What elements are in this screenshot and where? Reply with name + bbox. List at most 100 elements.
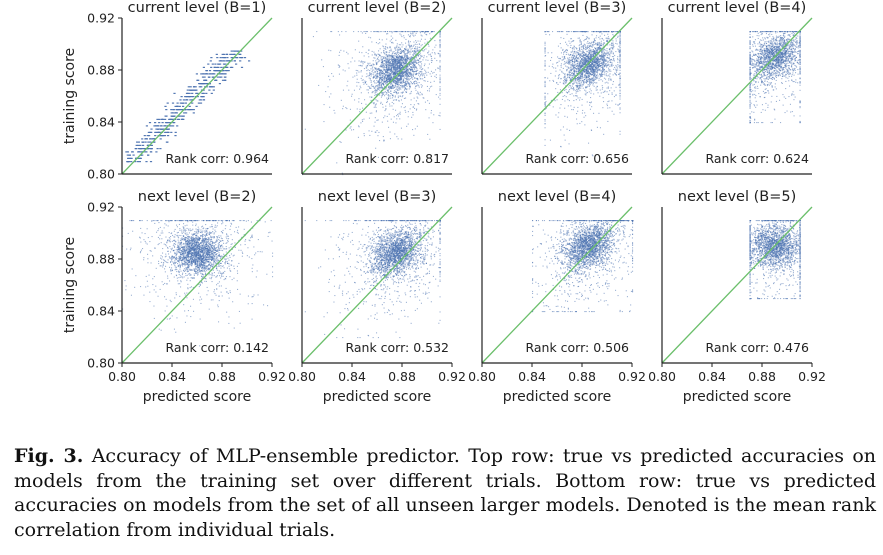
- data-point: [544, 81, 546, 83]
- data-point: [312, 36, 314, 38]
- data-point: [397, 51, 399, 53]
- data-point: [591, 50, 593, 52]
- data-point: [596, 66, 598, 68]
- data-point: [424, 76, 426, 78]
- data-point: [387, 83, 389, 85]
- data-point: [394, 73, 396, 75]
- data-point: [386, 73, 388, 75]
- data-point: [371, 54, 373, 56]
- data-point: [619, 112, 621, 114]
- data-point: [583, 76, 585, 78]
- data-point: [387, 91, 389, 93]
- data-point: [390, 50, 392, 52]
- data-point: [439, 50, 441, 52]
- data-point: [172, 115, 176, 117]
- data-point: [385, 59, 387, 61]
- data-point: [595, 66, 597, 68]
- data-point: [615, 86, 617, 88]
- data-point: [568, 91, 570, 93]
- data-point: [399, 75, 401, 77]
- data-point: [562, 67, 564, 69]
- data-point: [573, 55, 575, 57]
- data-point: [423, 74, 425, 76]
- data-point: [600, 62, 602, 64]
- data-point: [386, 46, 388, 48]
- data-point: [373, 31, 375, 33]
- data-point: [394, 67, 396, 69]
- data-point: [416, 108, 418, 110]
- data-point: [405, 62, 407, 64]
- data-point: [379, 89, 381, 91]
- data-point: [404, 48, 406, 50]
- data-point: [415, 62, 417, 64]
- data-point: [389, 95, 391, 97]
- data-point: [600, 57, 602, 59]
- data-point: [396, 69, 398, 71]
- data-point: [589, 45, 591, 47]
- data-point: [381, 83, 383, 85]
- data-point: [233, 53, 236, 55]
- data-point: [329, 79, 331, 81]
- data-point: [388, 58, 390, 60]
- data-point: [351, 95, 353, 97]
- data-point: [431, 31, 433, 33]
- data-point: [430, 59, 432, 61]
- data-point: [394, 95, 396, 97]
- data-point: [377, 68, 379, 70]
- data-point: [381, 121, 383, 123]
- data-point: [607, 120, 609, 122]
- data-point: [580, 41, 582, 43]
- data-point: [395, 46, 397, 48]
- data-point: [395, 55, 397, 57]
- data-point: [439, 98, 441, 100]
- data-point: [413, 35, 415, 37]
- data-point: [331, 31, 333, 33]
- data-point: [439, 36, 441, 38]
- data-point: [380, 61, 382, 63]
- data-point: [586, 55, 588, 57]
- data-point: [392, 87, 394, 89]
- data-point: [583, 69, 585, 71]
- data-point: [180, 115, 184, 117]
- data-point: [414, 70, 416, 72]
- data-point: [411, 65, 413, 67]
- data-point: [594, 74, 596, 76]
- data-point: [358, 60, 360, 62]
- data-point: [544, 120, 546, 122]
- data-point: [422, 73, 424, 75]
- data-point: [412, 129, 414, 131]
- data-point: [393, 64, 395, 66]
- data-point: [564, 63, 566, 65]
- data-point: [558, 74, 560, 76]
- data-point: [591, 54, 593, 56]
- data-point: [393, 57, 395, 59]
- data-point: [592, 60, 594, 62]
- data-point: [590, 67, 592, 69]
- data-point: [397, 48, 399, 50]
- data-point: [582, 61, 584, 63]
- data-point: [202, 92, 205, 94]
- data-point: [408, 72, 410, 74]
- data-point: [169, 118, 172, 120]
- data-point: [587, 67, 589, 69]
- data-point: [370, 87, 372, 89]
- data-point: [568, 71, 570, 73]
- data-point: [196, 96, 199, 98]
- data-point: [581, 67, 583, 69]
- data-point: [432, 122, 434, 124]
- data-point: [596, 47, 598, 49]
- data-point: [567, 67, 569, 69]
- data-point: [330, 50, 332, 52]
- data-point: [585, 38, 587, 40]
- data-point: [184, 96, 187, 98]
- data-point: [382, 67, 384, 69]
- data-point: [581, 58, 583, 60]
- data-point: [425, 109, 427, 111]
- data-point: [619, 69, 621, 71]
- data-point: [584, 48, 586, 50]
- data-point: [598, 77, 600, 79]
- data-point: [404, 61, 406, 63]
- data-point: [406, 68, 408, 70]
- data-point: [439, 47, 441, 49]
- data-point: [580, 83, 582, 85]
